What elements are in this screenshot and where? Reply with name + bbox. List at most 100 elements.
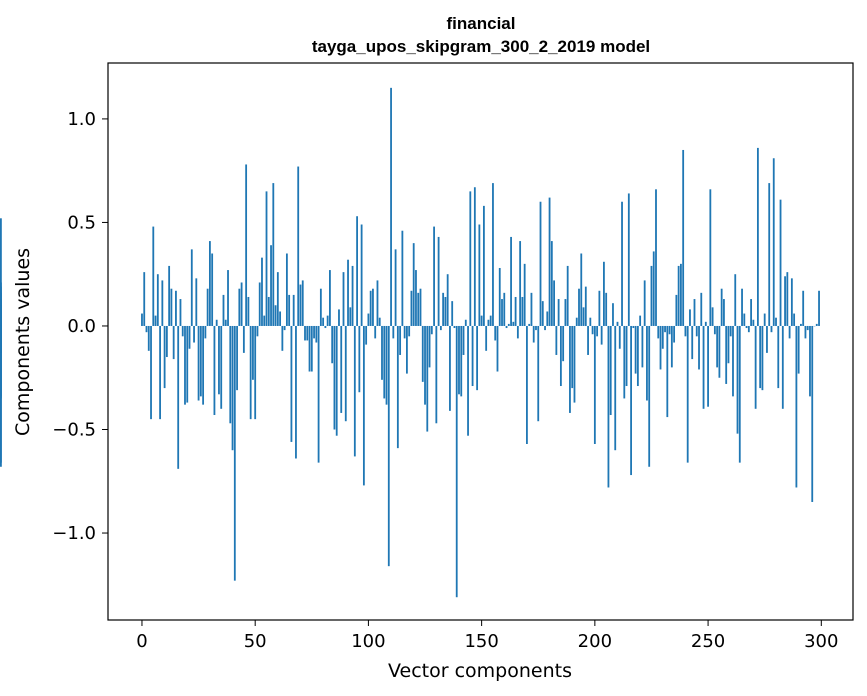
bar [659, 325, 662, 370]
bar [550, 241, 553, 326]
bar [415, 270, 417, 326]
bar [428, 325, 431, 368]
bar [682, 149, 685, 326]
bar [449, 325, 451, 411]
bar [605, 292, 608, 326]
x-axis-label: Vector components [388, 660, 572, 682]
bar [252, 325, 254, 380]
bar [417, 292, 420, 326]
chart-title: financial [447, 14, 516, 33]
bar [381, 325, 383, 380]
bar [818, 290, 820, 326]
bar [507, 323, 510, 326]
bar [387, 325, 390, 567]
bar [360, 224, 363, 326]
bar [664, 325, 666, 333]
bar [720, 288, 723, 326]
bar [319, 288, 322, 326]
bar [666, 325, 669, 418]
chart-subtitle: tayga_upos_skipgram_300_2_2019 model [312, 37, 650, 56]
bar [675, 294, 678, 326]
bar [254, 325, 257, 420]
y-tick-label: 0.0 [67, 316, 96, 337]
bar [186, 325, 189, 403]
bar [639, 315, 642, 326]
bar [172, 325, 175, 360]
bar [161, 280, 164, 326]
bar [670, 325, 673, 368]
bar [331, 325, 334, 364]
bar [156, 274, 159, 326]
bar [704, 321, 707, 326]
bar [150, 325, 152, 420]
bar [369, 290, 372, 326]
bar [322, 317, 325, 326]
bar [315, 325, 318, 343]
bar [410, 290, 413, 326]
bar [734, 274, 737, 326]
bar [247, 296, 250, 326]
bar [215, 319, 218, 326]
bar [795, 325, 798, 488]
bar [716, 325, 719, 368]
bar [775, 317, 777, 326]
bar [245, 164, 248, 326]
bar [313, 325, 315, 339]
bar [367, 313, 370, 326]
bar [165, 325, 168, 358]
bar [503, 292, 506, 326]
bar [403, 325, 406, 339]
bar [650, 265, 653, 326]
bar [743, 313, 746, 326]
bar [453, 325, 456, 329]
bar [809, 325, 811, 397]
bar [349, 307, 352, 326]
bar [686, 325, 689, 463]
x-axis-ticks: 0 50 100 150 200 250 300 [136, 620, 838, 652]
bar [179, 299, 182, 326]
bar [578, 288, 580, 326]
bar [263, 315, 266, 326]
bar [467, 325, 469, 436]
bar [727, 325, 730, 364]
bar [815, 323, 818, 326]
bar [295, 325, 297, 459]
bar [772, 158, 775, 326]
bar [741, 288, 743, 326]
bar [274, 305, 277, 326]
bar [566, 265, 569, 326]
bar [147, 325, 150, 351]
bar [358, 325, 361, 393]
y-tick-label: −1.0 [52, 523, 96, 544]
bar [145, 325, 148, 333]
bar [648, 325, 651, 467]
bar [279, 311, 282, 326]
bar [591, 325, 594, 335]
bar [691, 325, 694, 360]
x-tick-label: 300 [804, 631, 838, 652]
bar [546, 311, 549, 326]
bar [154, 315, 157, 326]
bar [406, 325, 408, 374]
bar [494, 325, 497, 341]
bar [424, 325, 426, 405]
y-tick-label: 1.0 [67, 109, 96, 130]
bar [256, 325, 259, 337]
bar [220, 325, 223, 409]
bar [181, 325, 184, 337]
bar [378, 317, 381, 326]
bar [732, 325, 734, 397]
bar [575, 317, 578, 326]
bar [292, 294, 295, 326]
bar [485, 325, 488, 351]
bar [306, 325, 309, 341]
bar [693, 299, 696, 326]
bar [159, 325, 161, 420]
bar [177, 325, 180, 469]
bar [630, 325, 632, 476]
bar [582, 307, 585, 326]
x-tick-label: 200 [578, 631, 612, 652]
bar [544, 325, 546, 331]
bar [523, 263, 526, 326]
bar [707, 325, 709, 407]
